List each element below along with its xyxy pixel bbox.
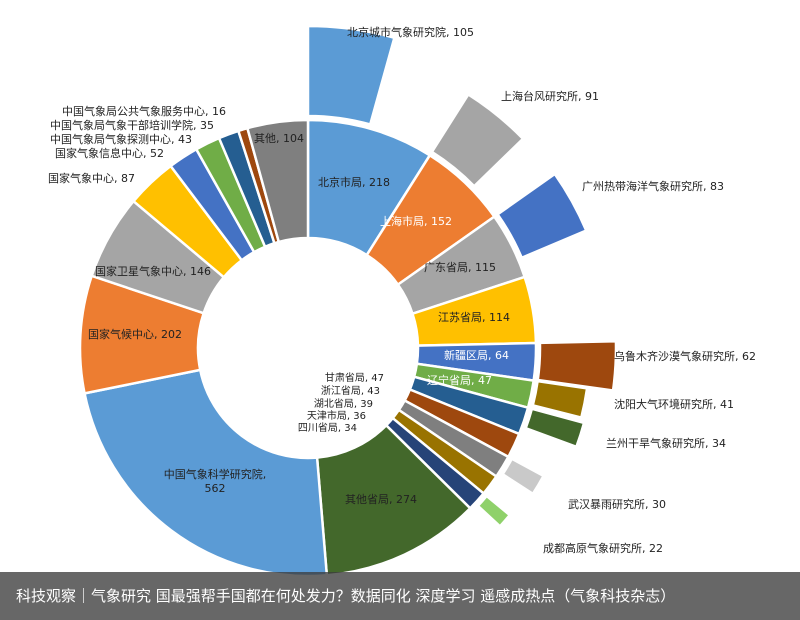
- label-shanghai: 上海市局, 152: [380, 214, 452, 228]
- label-jiangsu: 江苏省局, 114: [438, 311, 510, 324]
- label-gansu: 甘肃省局, 47: [325, 371, 384, 384]
- label-itmm: 广州热带海洋气象研究所, 83: [582, 179, 724, 193]
- label-liaoning: 辽宁省局, 47: [427, 373, 492, 387]
- label-other-prov: 其他省局, 274: [345, 493, 417, 506]
- outer-slice-0: [306, 24, 396, 127]
- outer-slice-1: [430, 92, 525, 188]
- inner-ring: [78, 118, 538, 578]
- label-tianjin: 天津市局, 36: [307, 409, 366, 422]
- label-iam: 兰州干旱气象研究所, 34: [606, 436, 726, 450]
- label-zhejiang: 浙江省局, 43: [321, 384, 380, 397]
- label-sti: 上海台风研究所, 91: [501, 89, 599, 103]
- label-ncc: 国家气候中心, 202: [88, 327, 182, 341]
- label-idm: 乌鲁木齐沙漠气象研究所, 62: [614, 349, 756, 363]
- label-moc: 中国气象局气象探测中心, 43: [50, 132, 192, 146]
- outer-slice-4: [531, 379, 589, 420]
- inner-slice-20: [245, 118, 310, 244]
- label-pmsc: 中国气象局公共气象服务中心, 16: [62, 104, 226, 118]
- label-ihr: 武汉暴雨研究所, 30: [568, 497, 666, 511]
- label-sichuan: 四川省局, 34: [298, 421, 357, 434]
- label-guangdong: 广东省局, 115: [424, 261, 496, 274]
- label-ium: 北京城市气象研究院, 105: [347, 25, 474, 39]
- label-other: 其他, 104: [254, 132, 304, 145]
- label-cams-line-0: 中国气象科学研究院,: [164, 467, 267, 481]
- label-xinjiang: 新疆区局, 64: [444, 348, 509, 362]
- label-iae: 沈阳大气环境研究所, 41: [614, 397, 734, 411]
- label-nmc: 国家气象中心, 87: [48, 171, 135, 185]
- outer-slice-7: [476, 494, 512, 529]
- caption-text: 科技观察｜气象研究 国最强帮手国都在何处发力？数据同化 深度学习 遥感成热点（气…: [16, 587, 676, 605]
- outer-slice-2: [495, 172, 588, 260]
- outer-ring: [306, 24, 618, 529]
- label-beijing: 北京市局, 218: [318, 175, 390, 189]
- labels: 北京市局, 218 上海市局, 152 广东省局, 115 江苏省局, 114 新疆区局…: [48, 25, 756, 555]
- label-hubei: 湖北省局, 39: [314, 397, 373, 410]
- label-nsmc: 国家卫星气象中心, 146: [95, 264, 211, 278]
- label-nmic: 国家气象信息中心, 52: [55, 146, 164, 160]
- label-cams-line-1: 562: [205, 482, 226, 495]
- caption-bar: [0, 572, 800, 620]
- label-ipm: 成都高原气象研究所, 22: [543, 541, 663, 555]
- outer-slice-6: [500, 457, 546, 496]
- label-cmatc: 中国气象局气象干部培训学院, 35: [50, 118, 214, 132]
- inner-slice-12: [83, 368, 329, 578]
- outer-slice-5: [524, 407, 586, 449]
